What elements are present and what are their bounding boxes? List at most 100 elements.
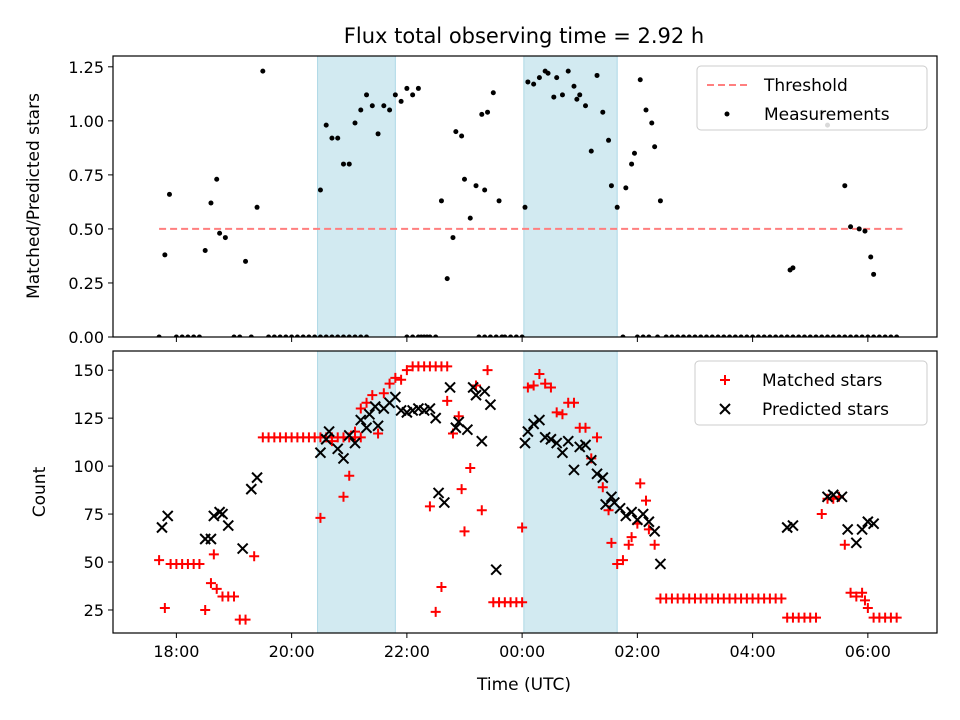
matched-point xyxy=(476,505,487,516)
measurement-point xyxy=(825,334,831,337)
predicted-point xyxy=(654,558,667,570)
matched-point xyxy=(211,583,222,594)
measurement-point xyxy=(329,135,335,141)
measurement-point xyxy=(404,85,410,91)
measurement-point xyxy=(692,334,698,337)
measurement-point xyxy=(410,334,416,337)
matched-point xyxy=(857,587,868,598)
predicted-point xyxy=(490,563,502,576)
measurement-point xyxy=(652,144,658,150)
predicted-point xyxy=(369,400,381,413)
measurement-point xyxy=(536,75,542,81)
measurement-point xyxy=(796,334,802,337)
legend-label: Predicted stars xyxy=(762,400,889,420)
measurement-point xyxy=(790,265,796,271)
measurement-point xyxy=(643,107,649,113)
predicted-point xyxy=(424,402,436,415)
legend: Threshold Measurements xyxy=(696,65,928,131)
measurement-point xyxy=(473,183,479,189)
measurement-point xyxy=(166,191,172,197)
measurement-point xyxy=(646,334,652,337)
predicted-point xyxy=(591,468,603,480)
measurement-point xyxy=(217,230,223,236)
legend-predicted-marker xyxy=(719,403,731,415)
measurement-point xyxy=(317,334,323,337)
measurement-point xyxy=(487,334,493,337)
measurement-point xyxy=(554,75,560,81)
legend-matched-marker xyxy=(720,375,730,385)
measurement-point xyxy=(317,187,323,193)
predicted-point xyxy=(643,516,655,528)
predicted-point xyxy=(332,443,344,455)
measurement-point xyxy=(778,334,784,337)
legend: Matched stars Predicted stars xyxy=(694,360,928,426)
matched-point xyxy=(626,532,637,543)
matched-point xyxy=(240,614,251,625)
measurement-point xyxy=(283,334,289,337)
matched-point xyxy=(810,612,821,623)
matched-point xyxy=(442,361,453,372)
legend-label: Threshold xyxy=(763,76,848,96)
measurement-point xyxy=(266,334,272,337)
matched-point xyxy=(208,549,219,560)
predicted-point xyxy=(637,508,649,520)
matched-point xyxy=(384,378,395,389)
measurement-point xyxy=(202,248,208,254)
chart-title: Flux total observing time = 2.92 h xyxy=(344,24,704,48)
y-tick-label: 100 xyxy=(73,457,104,476)
measurement-point xyxy=(761,334,767,337)
matched-point xyxy=(401,365,412,376)
predicted-point xyxy=(579,439,592,451)
x-tick-label: 04:00 xyxy=(730,642,776,661)
predicted-point xyxy=(484,399,497,411)
predicted-point xyxy=(478,385,491,397)
matched-point xyxy=(586,453,597,464)
observing-interval-0 xyxy=(317,56,396,337)
matched-point xyxy=(580,422,591,433)
predicted-point xyxy=(208,510,220,522)
count-panel: 25 50 75 100 125 150 18:00 20:00 22:00 00:00 02:00… xyxy=(73,350,938,661)
measurement-point xyxy=(392,92,398,98)
measurement-point xyxy=(620,334,626,337)
measurement-point xyxy=(381,103,387,109)
x-tick-label: 02:00 xyxy=(614,642,660,661)
measurement-point xyxy=(289,334,295,337)
predicted-point xyxy=(314,446,327,459)
predicted-point xyxy=(787,519,799,532)
measurement-point xyxy=(663,334,669,337)
measurement-point xyxy=(248,334,254,337)
measurement-point xyxy=(629,161,635,167)
measurement-point xyxy=(634,334,640,337)
x-tick-label: 20:00 xyxy=(269,642,315,661)
predicted-point xyxy=(467,381,479,394)
measurement-point xyxy=(836,334,842,337)
legend-box xyxy=(694,360,928,426)
measurement-point xyxy=(222,235,228,241)
measurement-point xyxy=(479,111,485,117)
measurement-point xyxy=(594,72,600,78)
y-tick-label: 125 xyxy=(73,409,104,428)
measurement-point xyxy=(738,334,744,337)
measurement-point xyxy=(352,120,358,126)
measurement-point xyxy=(655,334,661,337)
predicted-point xyxy=(355,414,367,426)
matched-point xyxy=(517,597,528,608)
measurement-point xyxy=(162,252,168,258)
measurement-point xyxy=(335,135,341,141)
predicted-point xyxy=(216,508,229,520)
predicted-point xyxy=(620,510,632,522)
measurement-point xyxy=(853,334,859,337)
measurement-point xyxy=(191,334,197,337)
axes-frame xyxy=(112,55,938,338)
measurement-point xyxy=(531,81,537,87)
y-tick-label: 150 xyxy=(73,361,104,380)
measurement-point xyxy=(657,198,663,204)
measurement-point xyxy=(559,92,565,98)
measurement-point xyxy=(709,334,715,337)
measurement-point xyxy=(243,258,249,264)
measurement-point xyxy=(744,334,750,337)
measurement-point xyxy=(865,334,871,337)
predicted-point xyxy=(438,496,451,509)
matched-point xyxy=(851,591,862,602)
measurement-point xyxy=(876,334,882,337)
